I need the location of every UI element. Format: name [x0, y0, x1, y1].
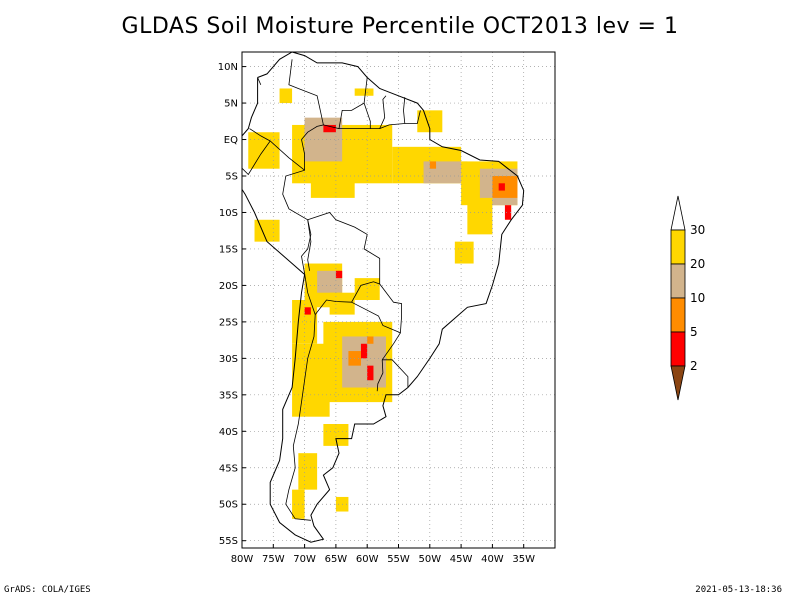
lat-tick-label: 10S — [219, 208, 238, 219]
lon-tick-label: 80W — [231, 554, 254, 565]
country-border — [379, 95, 387, 129]
shaded-region-yellow — [454, 241, 474, 264]
coastline — [242, 52, 525, 543]
lat-tick-label: 5N — [224, 99, 238, 110]
shaded-region-red — [360, 343, 368, 359]
lat-tick-label: 30S — [219, 354, 238, 365]
shaded-region-yellow — [310, 176, 355, 198]
lon-tick-label: 70W — [293, 554, 316, 565]
lat-tick-label: 25S — [219, 317, 238, 328]
colorbar-box — [670, 331, 686, 367]
country-border — [339, 110, 421, 130]
shaded-region-yellow — [298, 453, 318, 490]
colorbar-top-arrow — [670, 195, 686, 231]
country-border — [363, 102, 371, 129]
footer-timestamp: 2021-05-13-18:36 — [695, 585, 782, 595]
shaded-region-yellow — [248, 132, 280, 169]
colorbar-box — [670, 229, 686, 265]
lat-tick-label: 20S — [219, 281, 238, 292]
lat-tick-label: 15S — [219, 244, 238, 255]
country-border — [285, 273, 316, 521]
lat-tick-label: 45S — [219, 463, 238, 474]
shaded-region-yellow — [279, 88, 293, 104]
lat-tick-label: EQ — [224, 135, 238, 146]
lat-tick-label: 35S — [219, 390, 238, 401]
shaded-region-red — [323, 124, 336, 133]
country-border — [307, 212, 381, 315]
country-border — [242, 140, 271, 176]
shaded-region-orange — [367, 336, 374, 344]
colorbar-box — [670, 263, 686, 299]
colorbar-label: 20 — [690, 257, 705, 271]
colorbar-label: 5 — [690, 325, 698, 339]
colorbar-bottom-arrow — [670, 365, 686, 401]
shaded-region-orange — [429, 161, 437, 169]
footer-credit: GrADS: COLA/IGES — [4, 585, 91, 595]
shaded-region-yellow — [254, 219, 280, 242]
shaded-region-yellow — [292, 343, 330, 417]
country-border — [257, 77, 262, 85]
axis-ticks: 10N 5N EQ 5S 10S 15S 20S 25S 30S 35S 40S 45S 50S 55S 8… — [218, 62, 535, 565]
shaded-region-yellow — [329, 292, 355, 315]
lon-tick-label: 35W — [512, 554, 535, 565]
lon-tick-label: 40W — [481, 554, 504, 565]
shaded-region-yellow — [417, 110, 443, 133]
shaded-region-yellow — [292, 300, 318, 344]
coastline-and-borders — [242, 52, 525, 543]
lat-tick-label: 55S — [219, 536, 238, 547]
shaded-region-yellow — [323, 424, 349, 446]
country-border — [301, 219, 312, 274]
colorbar-label: 30 — [690, 223, 705, 237]
lat-tick-label: 40S — [219, 427, 238, 438]
lat-lon-grid — [241, 52, 555, 548]
percentile-shading — [248, 88, 518, 519]
shaded-region-yellow — [467, 197, 493, 235]
shaded-region-yellow — [354, 88, 374, 96]
lat-tick-label: 10N — [218, 62, 238, 73]
country-border — [382, 359, 409, 388]
shaded-region-red — [335, 270, 343, 279]
colorbar-label: 2 — [690, 359, 698, 373]
country-border — [376, 359, 384, 392]
shaded-region-red — [498, 183, 505, 191]
shaded-region-yellow — [354, 278, 380, 300]
country-border — [282, 139, 308, 221]
colorbar-box — [670, 297, 686, 333]
map-title: GLDAS Soil Moisture Percentile OCT2013 l… — [121, 14, 679, 39]
lon-tick-label: 55W — [387, 554, 410, 565]
country-border — [323, 77, 368, 130]
shaded-region-red — [304, 307, 311, 315]
country-border — [403, 97, 406, 124]
lon-tick-label: 50W — [418, 554, 441, 565]
country-border — [381, 332, 401, 361]
lon-tick-label: 45W — [450, 554, 473, 565]
colorbar-label: 10 — [690, 291, 705, 305]
country-border — [351, 283, 403, 334]
country-border — [288, 59, 324, 140]
lat-tick-label: 50S — [219, 500, 238, 511]
lon-tick-label: 75W — [262, 554, 285, 565]
colorbar: 30 20 10 5 2 — [670, 195, 705, 401]
lat-tick-label: 5S — [225, 172, 238, 183]
lon-tick-label: 65W — [325, 554, 348, 565]
shaded-region-red — [367, 365, 374, 381]
lon-tick-label: 60W — [356, 554, 379, 565]
shaded-region-red — [504, 205, 512, 220]
